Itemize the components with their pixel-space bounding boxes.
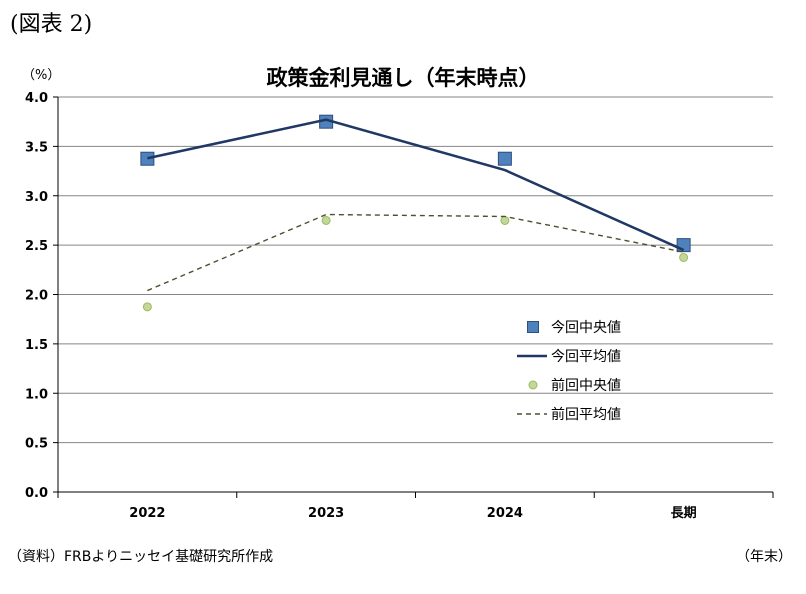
- x-tick-label-0: 2022: [129, 506, 165, 521]
- legend-swatch-2: [528, 380, 538, 390]
- y-tick-label-5: 2.5: [25, 239, 48, 254]
- y-tick-labels: 0.0 0.5 1.0 1.5 2.0 2.5 3.0 3.5 4.0: [25, 91, 48, 501]
- legend-label-1: 今回平均値: [551, 349, 621, 365]
- series-line-1: [147, 118, 685, 252]
- y-tick-label-0: 0.0: [25, 486, 48, 501]
- series-layer: [140, 114, 691, 312]
- y-tick-label-2: 1.0: [25, 387, 48, 402]
- x-tick-label-1: 2023: [308, 506, 344, 521]
- legend-label-0: 今回中央値: [551, 320, 621, 336]
- x-tick-label-3: 長期: [671, 506, 697, 521]
- point-circle-0: [142, 302, 152, 312]
- gridlines: [58, 96, 773, 444]
- x-tick-label-2: 2024: [487, 506, 523, 521]
- point-square-2: [497, 151, 512, 166]
- point-square-0: [140, 151, 155, 166]
- y-axis-unit: （%）: [22, 68, 61, 83]
- x-tick-labels: 2022 2023 2024 長期: [129, 506, 696, 521]
- chart-title: 政策金利見通し（年末時点）: [266, 66, 540, 90]
- y-tick-label-4: 2.0: [25, 289, 48, 304]
- point-circle-2: [500, 215, 510, 225]
- point-circle-3: [679, 252, 689, 262]
- y-tick-label-6: 3.0: [25, 190, 48, 205]
- y-tick-label-7: 3.5: [25, 140, 48, 155]
- source-note: （資料）FRBよりニッセイ基礎研究所作成: [8, 549, 274, 565]
- series-line-3: [147, 213, 684, 292]
- x-axis-unit: （年末）: [736, 549, 792, 565]
- point-circle-1: [321, 215, 331, 225]
- legend-label-2: 前回中央値: [551, 377, 621, 394]
- y-tick-label-3: 1.5: [25, 338, 48, 353]
- figure-label: (図表 2): [10, 12, 93, 37]
- axes: [53, 96, 774, 498]
- y-tick-label-8: 4.0: [25, 91, 48, 106]
- legend-swatch-0: [527, 321, 539, 333]
- legend-label-3: 前回平均値: [551, 406, 621, 423]
- y-tick-label-1: 0.5: [25, 437, 48, 452]
